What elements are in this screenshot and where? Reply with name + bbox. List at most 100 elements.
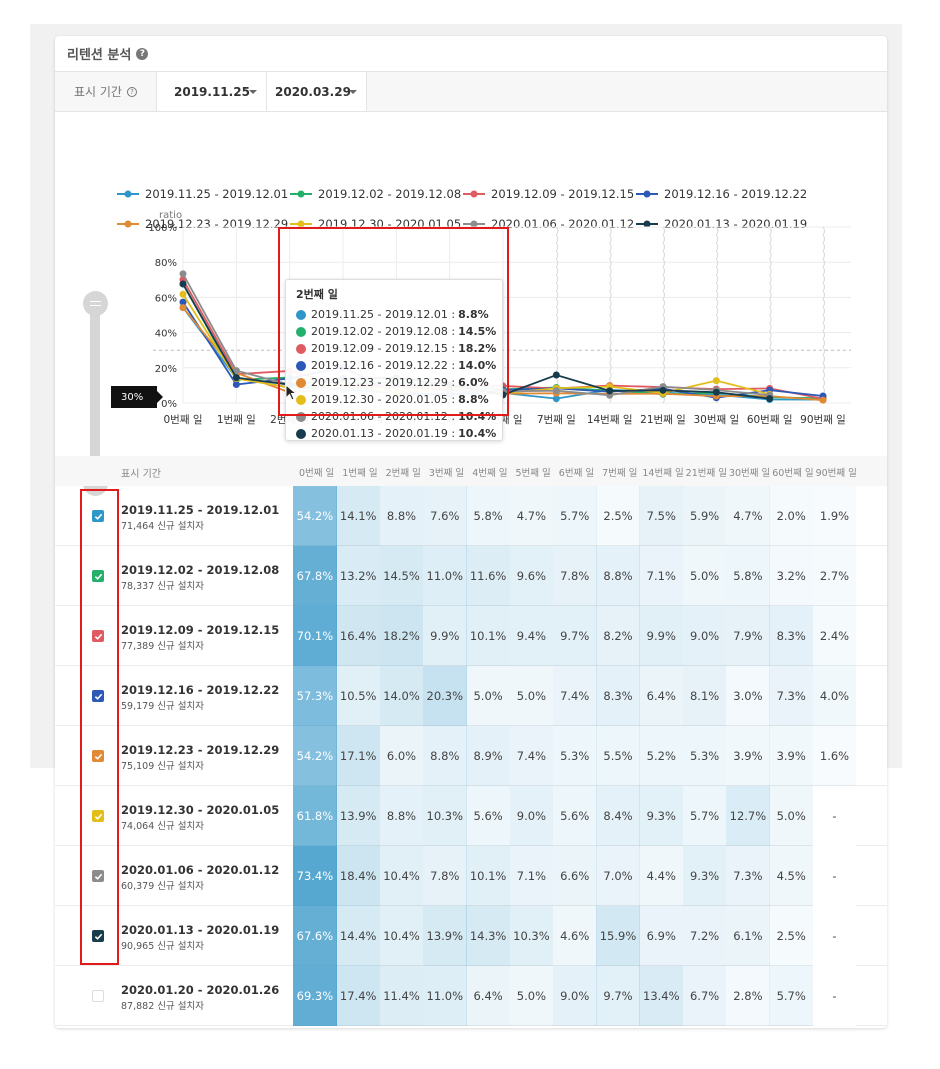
row-checkbox[interactable]	[92, 510, 104, 522]
check-icon	[94, 513, 102, 520]
retention-cell: 5.7%	[552, 486, 597, 546]
retention-cell: -	[812, 786, 857, 846]
retention-cell: 9.4%	[509, 606, 554, 666]
legend-marker-icon	[463, 190, 485, 198]
slider-top-handle[interactable]	[83, 291, 108, 316]
data-point[interactable]	[179, 290, 187, 298]
series-dot-icon	[296, 360, 306, 371]
cursor-arrow-icon	[285, 384, 298, 401]
data-point[interactable]	[179, 304, 187, 312]
retention-cell: 8.8%	[379, 486, 424, 546]
data-point[interactable]	[552, 387, 560, 395]
threshold-label: 30%	[111, 386, 163, 408]
retention-cell: 11.0%	[422, 966, 467, 1026]
help-icon[interactable]: ?	[136, 47, 149, 60]
retention-cell: 5.0%	[682, 546, 727, 606]
retention-cell: 5.0%	[509, 966, 554, 1026]
row-period: 2019.11.25 - 2019.12.01	[121, 503, 280, 517]
y-axis-label: ratio	[159, 210, 182, 221]
data-point[interactable]	[179, 280, 187, 288]
retention-cell: -	[812, 966, 857, 1026]
table-row: 2020.01.20 - 2020.01.26 87,882 신규 설치자 69.3…	[55, 966, 887, 1026]
row-checkbox[interactable]	[92, 870, 104, 882]
legend-item[interactable]: 2019.12.02 - 2019.12.08	[290, 187, 461, 201]
legend-marker-icon	[117, 190, 139, 198]
retention-cell: 8.4%	[596, 786, 640, 846]
day-column-header: 2번째 일	[385, 468, 421, 479]
retention-cell: 5.3%	[682, 726, 727, 786]
row-checkbox[interactable]	[92, 750, 104, 762]
retention-cell: 10.3%	[422, 786, 467, 846]
y-tick-label: 60%	[155, 293, 177, 304]
retention-cell: 11.0%	[422, 546, 467, 606]
tooltip-highlight-box	[278, 227, 509, 416]
legend-label: 2019.11.25 - 2019.12.01	[145, 187, 289, 201]
retention-cell: 18.4%	[336, 846, 381, 906]
data-point[interactable]	[819, 396, 827, 404]
legend-item[interactable]: 2019.12.16 - 2019.12.22	[636, 187, 807, 201]
data-point[interactable]	[606, 387, 614, 395]
data-point[interactable]	[552, 395, 560, 403]
row-checkbox[interactable]	[92, 630, 104, 642]
retention-cell: 14.1%	[336, 486, 381, 546]
legend-item[interactable]: 2019.11.25 - 2019.12.01	[117, 187, 288, 201]
data-point[interactable]	[712, 377, 720, 385]
data-point[interactable]	[659, 386, 667, 394]
row-period: 2019.12.30 - 2020.01.05	[121, 803, 280, 817]
retention-cell: 67.6%	[293, 906, 337, 966]
x-tick-label: 14번째 일	[587, 413, 633, 426]
data-point[interactable]	[232, 367, 240, 375]
legend-item[interactable]: 2019.12.09 - 2019.12.15	[463, 187, 634, 201]
retention-cell: 6.9%	[639, 906, 684, 966]
row-period: 2020.01.13 - 2020.01.19	[121, 923, 280, 937]
retention-cell: 3.9%	[726, 726, 770, 786]
data-point[interactable]	[712, 388, 720, 396]
row-checkbox[interactable]	[92, 810, 104, 822]
gridline-x-break	[609, 226, 612, 404]
retention-cell: 20.3%	[422, 666, 467, 726]
legend-marker-icon	[463, 220, 485, 228]
retention-cell: 9.7%	[552, 606, 597, 666]
tooltip-row: 2020.01.13 - 2020.01.19 :10.4%	[296, 425, 496, 442]
retention-cell: 2.0%	[769, 486, 814, 546]
retention-card: 리텐션 분석 ? 표시 기간 ? 2019.11.25 2020.03.29 2…	[55, 36, 887, 1028]
retention-cell: 17.1%	[336, 726, 381, 786]
retention-cell: -	[812, 846, 857, 906]
retention-cell: 10.1%	[466, 606, 510, 666]
y-tick-label: 80%	[155, 258, 177, 269]
series-dot-icon	[296, 428, 306, 439]
retention-cell: 4.4%	[639, 846, 684, 906]
data-point[interactable]	[179, 270, 187, 278]
retention-cell: 18.2%	[379, 606, 424, 666]
start-date-select[interactable]: 2019.11.25	[157, 72, 267, 111]
retention-cell: 9.0%	[552, 966, 597, 1026]
question-icon[interactable]: ?	[126, 86, 137, 97]
retention-cell: 8.8%	[379, 786, 424, 846]
row-checkbox[interactable]	[92, 690, 104, 702]
retention-cell: 5.6%	[466, 786, 510, 846]
row-checkbox[interactable]	[92, 930, 104, 942]
x-tick-label: 7번째 일	[537, 413, 576, 426]
tooltip-title: 2번째 일	[296, 288, 338, 301]
data-point[interactable]	[552, 371, 560, 379]
slider-track[interactable]	[90, 301, 100, 481]
retention-cell: 13.4%	[639, 966, 684, 1026]
retention-cell: 57.3%	[293, 666, 337, 726]
table-row: 2020.01.13 - 2020.01.19 90,965 신규 설치자 67.6…	[55, 906, 887, 966]
y-tick-label: 0%	[161, 399, 177, 410]
retention-cell: 7.2%	[682, 906, 727, 966]
retention-cell: 7.3%	[726, 846, 770, 906]
row-checkbox[interactable]	[92, 990, 104, 1002]
retention-cell: -	[812, 906, 857, 966]
tooltip-row: 2020.01.06 - 2020.01.12 :10.4%	[296, 408, 496, 425]
chevron-down-icon	[349, 90, 357, 94]
data-point[interactable]	[232, 374, 240, 382]
row-checkbox[interactable]	[92, 570, 104, 582]
data-point[interactable]	[179, 298, 187, 306]
retention-cell: 6.6%	[552, 846, 597, 906]
data-point[interactable]	[232, 381, 240, 389]
table-row: 2019.12.02 - 2019.12.08 78,337 신규 설치자 67.8…	[55, 546, 887, 606]
end-date-select[interactable]: 2020.03.29	[267, 72, 367, 111]
tooltip-row-label: 2019.12.23 - 2019.12.29 :	[311, 376, 456, 389]
data-point[interactable]	[766, 395, 774, 403]
